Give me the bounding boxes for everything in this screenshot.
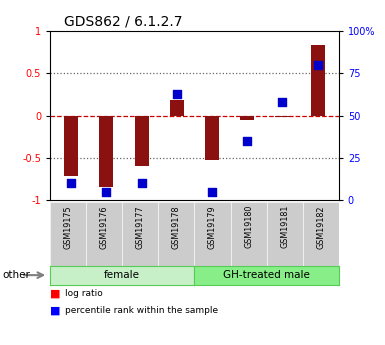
Bar: [275, 116, 290, 117]
Text: GSM19175: GSM19175: [64, 205, 73, 249]
Text: GSM19177: GSM19177: [136, 205, 145, 249]
Bar: [99, 116, 114, 187]
Text: GSM19180: GSM19180: [244, 205, 253, 248]
Point: [280, 99, 286, 105]
Text: GSM19178: GSM19178: [172, 205, 181, 248]
Point: [139, 180, 145, 186]
Text: GSM19182: GSM19182: [316, 205, 325, 248]
Bar: [205, 116, 219, 159]
Bar: [240, 116, 254, 120]
Bar: [135, 116, 149, 166]
Text: ■: ■: [50, 306, 60, 315]
Bar: [311, 46, 325, 116]
Text: GDS862 / 6.1.2.7: GDS862 / 6.1.2.7: [65, 14, 183, 29]
Text: GSM19181: GSM19181: [280, 205, 289, 248]
Text: GSM19179: GSM19179: [208, 205, 217, 249]
Text: GH-treated male: GH-treated male: [223, 270, 310, 280]
Text: GSM19176: GSM19176: [100, 205, 109, 248]
Text: log ratio: log ratio: [65, 289, 103, 298]
Point: [244, 138, 250, 144]
Point: [315, 62, 321, 68]
Text: other: other: [2, 270, 30, 280]
Point: [209, 189, 215, 194]
Text: percentile rank within the sample: percentile rank within the sample: [65, 306, 219, 315]
Bar: [64, 116, 78, 176]
Bar: [170, 100, 184, 116]
Point: [68, 180, 74, 186]
Point: [103, 189, 109, 194]
Text: female: female: [104, 270, 140, 280]
Text: ■: ■: [50, 288, 60, 298]
Point: [174, 91, 180, 96]
